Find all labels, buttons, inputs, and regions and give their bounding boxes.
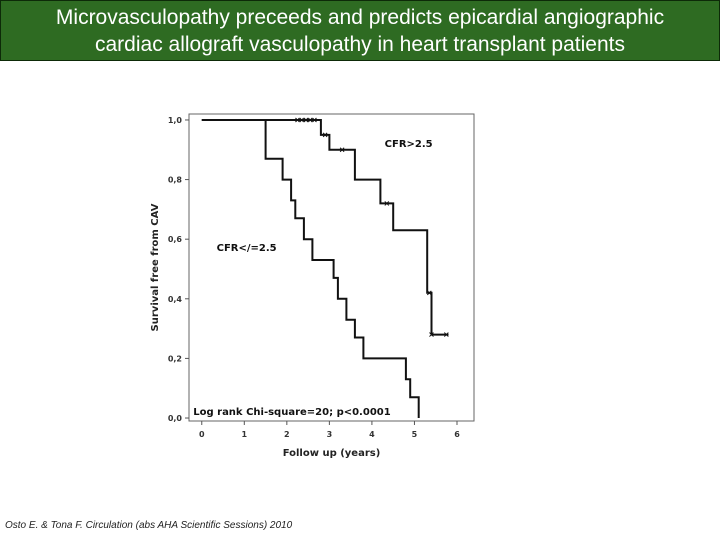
y-tick-label: 0,6 [168, 235, 183, 244]
slide-title: Microvasculopathy preceeds and predicts … [55, 5, 665, 56]
censor-mark [429, 332, 434, 337]
y-tick-label: 0,8 [168, 176, 183, 185]
x-axis-title: Follow up (years) [283, 448, 381, 459]
censor-mark [426, 290, 432, 296]
censor-mark [322, 132, 328, 138]
chart-annotation: CFR</=2.5 [217, 243, 277, 254]
y-tick-label: 0,0 [168, 414, 183, 423]
title-bar: Microvasculopathy preceeds and predicts … [0, 0, 720, 61]
x-tick-label: 1 [242, 430, 248, 439]
x-tick-label: 5 [412, 430, 418, 439]
censor-mark [339, 147, 345, 153]
censor-mark [295, 117, 300, 123]
y-tick-label: 0,2 [168, 354, 182, 363]
censor-mark [312, 117, 317, 123]
y-tick-label: 0,4 [168, 295, 183, 304]
chart-annotation: CFR>2.5 [385, 139, 433, 150]
y-tick-label: 1,0 [168, 116, 183, 125]
citation: Osto E. & Tona F. Circulation (abs AHA S… [5, 520, 293, 531]
series-line-cfr-low [201, 119, 420, 418]
y-axis-title: Survival free from CAV [150, 203, 161, 331]
censor-mark [384, 201, 390, 206]
x-tick-label: 6 [454, 430, 460, 439]
chart-annotation: Log rank Chi-square=20; p<0.0001 [193, 407, 390, 418]
x-tick-label: 2 [284, 430, 290, 439]
x-tick-label: 0 [199, 430, 205, 439]
x-tick-label: 4 [369, 430, 375, 439]
x-tick-label: 3 [327, 430, 333, 439]
plot-area [188, 113, 475, 422]
censor-mark [443, 332, 449, 337]
censor-mark [303, 117, 309, 123]
censor-mark [307, 117, 313, 123]
censor-mark [299, 117, 305, 123]
